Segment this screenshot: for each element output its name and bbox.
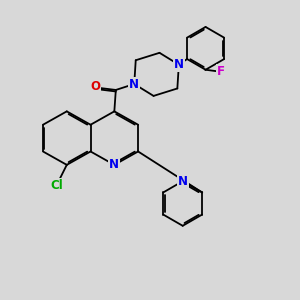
- Text: N: N: [109, 158, 119, 171]
- Text: N: N: [174, 58, 184, 71]
- Text: O: O: [90, 80, 100, 94]
- Text: F: F: [217, 65, 225, 78]
- Text: Cl: Cl: [50, 178, 63, 192]
- Text: N: N: [178, 175, 188, 188]
- Text: N: N: [129, 77, 139, 91]
